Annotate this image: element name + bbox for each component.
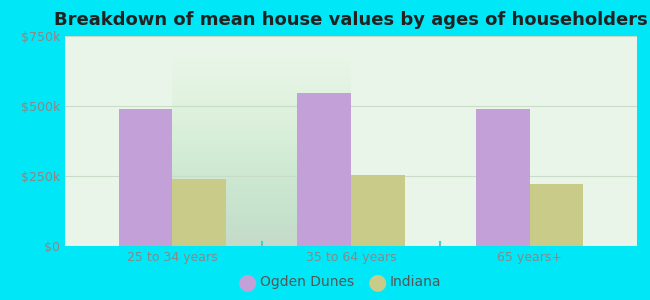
Title: Breakdown of mean house values by ages of householders: Breakdown of mean house values by ages o… [54, 11, 648, 29]
Bar [298, 93, 351, 246]
Bar [476, 109, 530, 246]
Text: ●: ● [367, 272, 387, 292]
Text: ●: ● [237, 272, 257, 292]
Bar [351, 175, 404, 246]
Text: Indiana: Indiana [390, 275, 441, 289]
Bar [172, 179, 226, 246]
Text: Ogden Dunes: Ogden Dunes [260, 275, 354, 289]
Bar [530, 184, 584, 246]
Bar [118, 109, 172, 246]
